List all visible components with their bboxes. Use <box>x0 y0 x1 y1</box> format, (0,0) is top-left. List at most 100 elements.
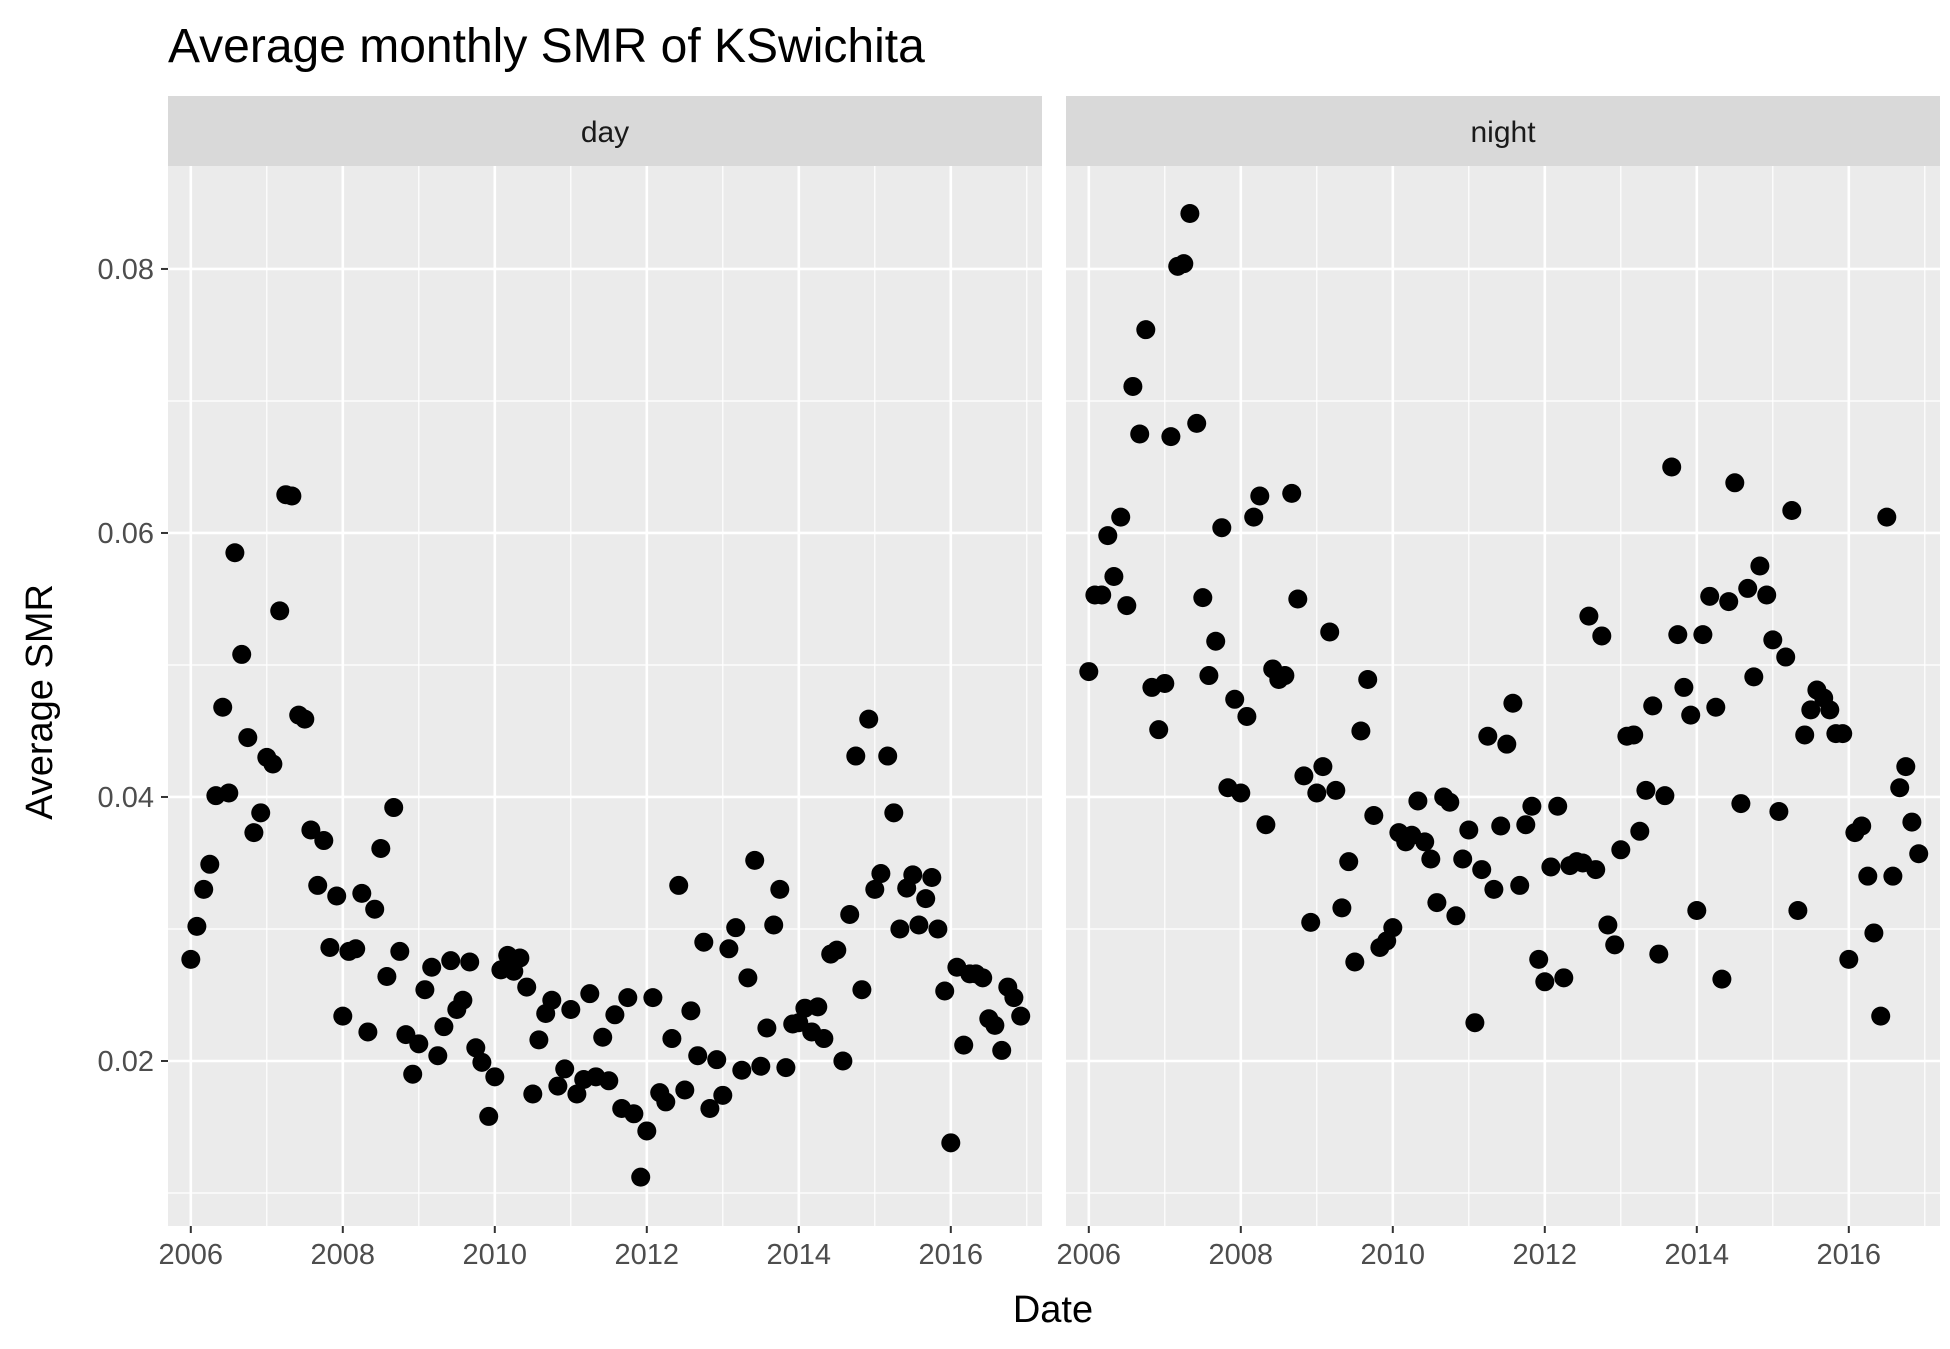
data-point <box>1636 780 1656 800</box>
data-point <box>1801 700 1821 720</box>
data-point <box>270 601 290 621</box>
data-point <box>1516 815 1536 835</box>
data-point <box>1522 796 1542 816</box>
data-point <box>1706 697 1726 717</box>
data-point <box>567 1084 587 1104</box>
data-point <box>1776 647 1796 667</box>
data-point <box>605 1005 625 1025</box>
data-point <box>871 864 891 884</box>
data-point <box>618 988 638 1008</box>
data-point <box>187 916 207 936</box>
data-point <box>827 940 847 960</box>
data-point <box>542 990 562 1010</box>
data-point <box>1294 766 1314 786</box>
data-point <box>320 937 340 957</box>
facet-strip-label: night <box>1470 116 1536 149</box>
data-point <box>358 1022 378 1042</box>
data-point <box>1136 320 1156 340</box>
data-point <box>1744 667 1764 687</box>
x-tick-label: 2008 <box>311 1239 376 1271</box>
data-point <box>707 1050 727 1070</box>
y-tick-label: 0.06 <box>98 518 154 550</box>
data-point <box>1858 866 1878 886</box>
data-point <box>1852 816 1872 836</box>
data-point <box>1902 812 1922 832</box>
data-point <box>1833 724 1853 744</box>
data-point <box>1339 852 1359 872</box>
data-point <box>1712 969 1732 989</box>
data-point <box>1769 802 1789 822</box>
data-point <box>1484 879 1504 899</box>
data-point <box>194 879 214 899</box>
data-point <box>1193 588 1213 608</box>
x-tick-label: 2010 <box>1361 1239 1426 1271</box>
chart-title: Average monthly SMR of KSwichita <box>168 20 925 73</box>
data-point <box>263 754 283 774</box>
data-point <box>377 967 397 987</box>
data-point <box>1719 592 1739 612</box>
data-point <box>1605 935 1625 955</box>
data-point <box>675 1080 695 1100</box>
data-point <box>656 1092 676 1112</box>
data-point <box>909 915 929 935</box>
data-point <box>1788 901 1808 921</box>
data-point <box>1877 507 1897 527</box>
data-point <box>1130 424 1150 444</box>
data-point <box>1345 952 1365 972</box>
data-point <box>1700 586 1720 606</box>
data-point <box>1180 204 1200 224</box>
data-point <box>453 990 473 1010</box>
data-point <box>219 783 239 803</box>
data-point <box>859 709 879 729</box>
data-point <box>1598 915 1618 935</box>
data-point <box>371 838 391 858</box>
data-point <box>1123 376 1143 396</box>
data-point <box>1358 669 1378 689</box>
y-tick-label: 0.04 <box>98 782 154 814</box>
data-point <box>1864 923 1884 943</box>
facet-strip <box>1066 96 1940 166</box>
data-point <box>415 980 435 1000</box>
data-point <box>751 1056 771 1076</box>
panel-background <box>168 166 1042 1226</box>
data-point <box>1757 585 1777 605</box>
data-point <box>1301 912 1321 932</box>
data-point <box>1092 585 1112 605</box>
data-point <box>903 865 923 885</box>
data-point <box>1237 706 1257 726</box>
x-tick-label: 2016 <box>919 1239 984 1271</box>
data-point <box>713 1085 733 1105</box>
data-point <box>1592 626 1612 646</box>
data-point <box>973 968 993 988</box>
y-axis: 0.02 0.04 0.06 0.08 <box>98 254 168 1078</box>
data-point <box>1250 486 1270 506</box>
data-point <box>580 984 600 1004</box>
data-point <box>238 728 258 748</box>
data-point <box>631 1167 651 1187</box>
data-point <box>985 1015 1005 1035</box>
data-point <box>1687 901 1707 921</box>
data-point <box>1332 898 1352 918</box>
data-point <box>1541 857 1561 877</box>
data-point <box>282 486 302 506</box>
data-point <box>244 823 264 843</box>
data-point <box>390 941 410 961</box>
data-point <box>1478 726 1498 746</box>
data-point <box>1693 625 1713 645</box>
data-point <box>719 939 739 959</box>
data-point <box>624 1104 644 1124</box>
data-point <box>529 1030 549 1050</box>
data-point <box>865 879 885 899</box>
data-point <box>485 1067 505 1087</box>
data-point <box>1307 783 1327 803</box>
data-point <box>434 1017 454 1037</box>
x-tick-label: 2014 <box>767 1239 832 1271</box>
x-tick-label: 2006 <box>159 1239 224 1271</box>
data-point <box>757 1018 777 1038</box>
data-point <box>225 543 245 563</box>
facet-panel-night: night 2006 2008 2010 2012 2014 2016 <box>1057 96 1940 1271</box>
data-point <box>878 746 898 766</box>
data-point <box>745 850 765 870</box>
data-point <box>1763 630 1783 650</box>
